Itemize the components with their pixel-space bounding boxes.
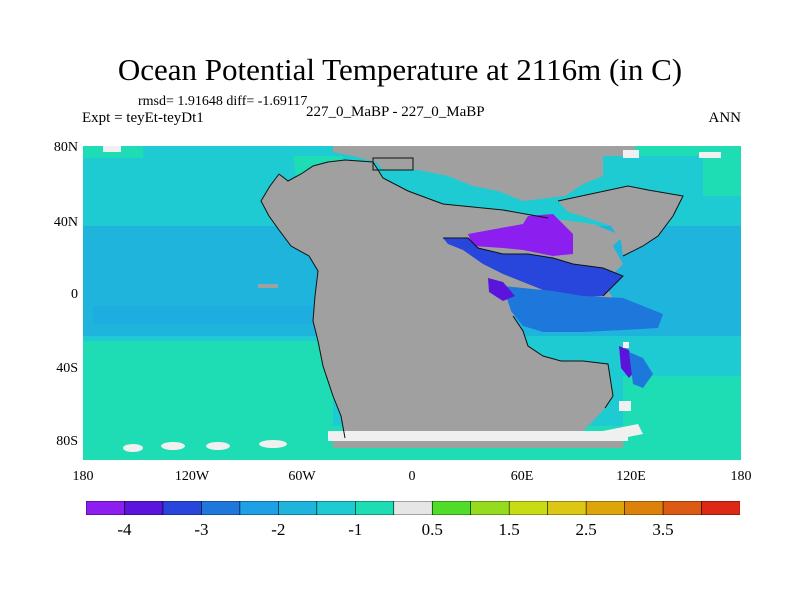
x-tick-120w: 120W	[174, 469, 210, 484]
coastlines	[260, 157, 684, 439]
colorbar-swatch	[162, 501, 202, 515]
colorbar-swatch	[393, 501, 433, 515]
colorbar-swatch	[316, 501, 356, 515]
colorbar-swatch	[239, 501, 279, 515]
colorbar-swatch	[547, 501, 587, 515]
colorbar-tick-label: -1	[348, 520, 363, 539]
anomaly-equatorial-dark	[488, 278, 515, 301]
colorbar-swatch	[508, 501, 549, 515]
colorbar-tick-label: -4	[117, 520, 132, 539]
stats-text: rmsd= 1.91648 diff= -1.69117	[138, 94, 308, 109]
land-antarctic	[333, 438, 623, 448]
colorbar-swatch	[354, 501, 395, 515]
colorbar-swatch	[662, 501, 703, 515]
x-tick-120e: 120E	[616, 469, 646, 484]
experiment-label: Expt = teyEt-teyDt1	[82, 110, 204, 126]
ocean-patch-arctic-e	[573, 146, 741, 156]
colorbar	[86, 501, 740, 515]
ocean-band-southern	[83, 341, 333, 426]
land-east-block	[558, 186, 683, 256]
land-west-island	[258, 284, 278, 288]
colorbar-swatch	[585, 501, 626, 515]
colorbar-tick-label: 3.5	[652, 520, 674, 539]
anomaly-equatorial-blue	[503, 286, 663, 332]
colorbar-tick-label: 2.5	[575, 520, 597, 539]
y-tick-80s: 80S	[56, 434, 78, 449]
colorbar-swatch	[431, 501, 472, 515]
anomaly-southeast-dark	[619, 346, 635, 378]
x-tick-0: 0	[408, 469, 416, 484]
anomaly-tethys-blue	[443, 238, 623, 298]
colorbar-swatch	[201, 501, 241, 515]
colorbar-swatch	[470, 501, 510, 515]
y-tick-40n: 40N	[53, 215, 78, 230]
ocean-patch-arctic-ne	[703, 156, 741, 196]
x-tick-60w: 60W	[288, 469, 316, 484]
colorbar-tick-label: -2	[271, 520, 286, 539]
anomaly-tethys-purple	[468, 214, 573, 256]
chart-title: Ocean Potential Temperature at 2116m (in…	[117, 52, 683, 87]
x-tick-180w: 180	[72, 469, 94, 484]
colorbar-tick-label: 0.5	[421, 520, 443, 539]
y-tick-80n: 80N	[53, 140, 78, 155]
colorbar-swatch	[124, 501, 164, 515]
neutral-patches	[103, 146, 721, 452]
x-tick-180e: 180	[730, 469, 752, 484]
land-arctic-island	[373, 158, 413, 170]
colorbar-tick-label: 1.5	[498, 520, 520, 539]
colorbar-swatch	[86, 501, 125, 515]
map-plot	[83, 146, 741, 460]
y-tick-40s: 40S	[56, 361, 78, 376]
y-tick-0: 0	[71, 287, 78, 302]
ocean-patch-tropical	[93, 306, 313, 324]
colorbar-swatch	[624, 501, 664, 515]
colorbar-tick-label: -3	[194, 520, 209, 539]
colorbar-swatch	[701, 501, 740, 515]
season-label: ANN	[708, 110, 742, 126]
colorbar-swatch	[278, 501, 318, 515]
anomaly-southeast-mid	[629, 352, 653, 388]
x-tick-60e: 60E	[510, 469, 534, 484]
chart-subtitle: 227_0_MaBP - 227_0_MaBP	[306, 104, 485, 120]
